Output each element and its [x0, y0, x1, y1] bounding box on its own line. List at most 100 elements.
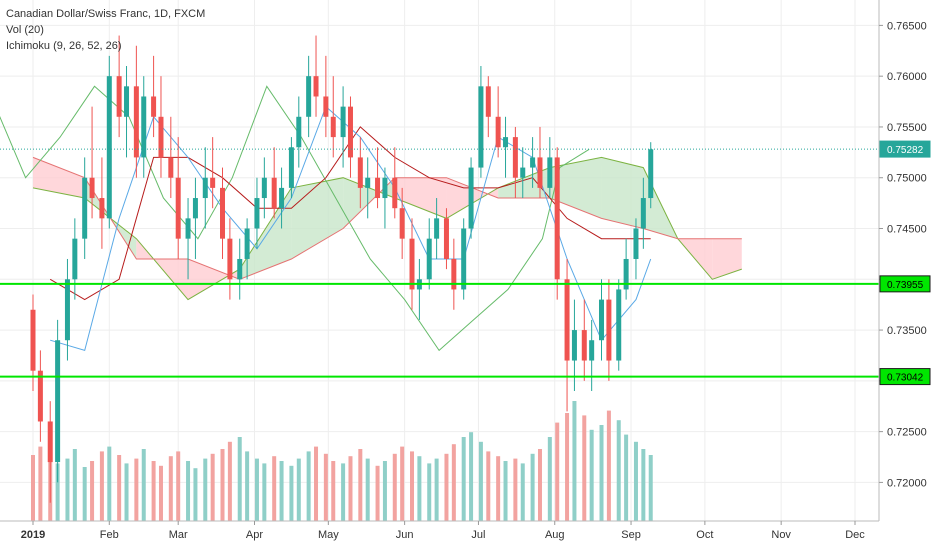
x-tick-label: 2019	[21, 529, 45, 541]
candle-body	[82, 177, 88, 239]
price-tag-label: 0.73955	[887, 280, 924, 291]
legend-title: Canadian Dollar/Swiss Franc, 1D, FXCM	[6, 8, 206, 20]
ichimoku-kijun-line	[49, 126, 651, 301]
candle-body	[547, 157, 553, 188]
candle-body	[192, 198, 198, 219]
y-tick-label: 0.72500	[887, 427, 927, 439]
candle-body	[616, 289, 622, 361]
volume-bar	[289, 465, 294, 521]
candle-body	[202, 177, 208, 199]
volume-bar	[461, 437, 466, 521]
volume-bar	[410, 451, 415, 521]
candle-body	[330, 116, 336, 138]
volume-bar	[400, 446, 405, 521]
candle-body	[158, 116, 164, 158]
ichimoku-cloud-segment	[498, 167, 550, 199]
candle-body	[30, 309, 36, 371]
volume-bar	[520, 463, 525, 521]
volume-bar	[648, 455, 653, 521]
candle-body	[133, 86, 139, 158]
volume-bar	[451, 444, 456, 521]
candle-body	[357, 157, 363, 188]
volume-bar	[193, 468, 198, 521]
ichimoku-span-a-line	[32, 156, 742, 301]
x-tick-label: Jul	[471, 529, 485, 541]
volume-bar	[237, 437, 242, 521]
ichimoku-cloud-segment	[601, 157, 644, 229]
volume-bar	[641, 449, 646, 521]
candle-body	[478, 86, 484, 168]
volume-bar	[624, 434, 629, 521]
volume-bar	[279, 461, 284, 521]
volume-bar	[254, 458, 259, 521]
volume-bar	[358, 449, 363, 521]
x-tick-label: Apr	[246, 529, 263, 541]
x-tick-label: Feb	[100, 529, 119, 541]
volume-bar	[348, 456, 353, 521]
ichimoku-cloud-segment	[394, 177, 447, 219]
volume-bar	[633, 441, 638, 521]
candle-body	[443, 218, 449, 259]
candle-body	[648, 149, 654, 199]
volume-bar	[606, 410, 611, 521]
volume-bar	[341, 463, 346, 521]
candle-body	[64, 279, 70, 341]
legend-ichimoku: Ichimoku (9, 26, 52, 26)	[6, 40, 122, 52]
volume-bar	[375, 465, 380, 521]
volume-bar	[82, 467, 87, 521]
candle-body	[55, 340, 61, 463]
volume-bar	[555, 422, 560, 521]
volume-bar	[220, 449, 225, 521]
candle-body	[261, 177, 267, 199]
volume-bar	[306, 451, 311, 521]
candle-body	[606, 299, 612, 361]
volume-bar	[107, 446, 112, 521]
candle-body	[124, 86, 130, 117]
y-tick-label: 0.75500	[887, 122, 927, 134]
y-tick-label: 0.75000	[887, 173, 927, 185]
candle-body	[89, 177, 95, 199]
candle-body	[313, 76, 319, 97]
volume-bar	[513, 458, 518, 521]
candle-body	[288, 147, 294, 188]
candle-body	[512, 137, 518, 178]
candle-body	[623, 258, 629, 290]
candle-body	[141, 96, 147, 158]
candle-body	[237, 258, 243, 280]
y-tick-label: 0.74500	[887, 224, 927, 236]
candle-body	[382, 177, 388, 199]
candle-body	[451, 258, 457, 290]
ichimoku-lagging-line	[0, 85, 590, 352]
volume-bar	[99, 451, 104, 521]
ichimoku-cloud-segment	[188, 258, 240, 300]
x-tick-label: Nov	[771, 529, 791, 541]
candle-body	[581, 330, 587, 361]
candle-body	[399, 208, 405, 239]
volume-bar	[496, 456, 501, 521]
volume-bar	[186, 461, 191, 521]
candle-body	[254, 198, 260, 229]
ichimoku-cloud-segment	[239, 187, 292, 280]
candle-body	[279, 187, 285, 209]
volume-bar	[427, 463, 432, 521]
volume-bar	[478, 441, 483, 521]
x-tick-label: Mar	[169, 529, 188, 541]
volume-bar	[141, 449, 146, 521]
candle-body	[589, 340, 595, 361]
x-tick-label: Dec	[845, 529, 865, 541]
candle-body	[392, 177, 398, 209]
y-tick-label: 0.73500	[887, 325, 927, 337]
candle-body	[220, 187, 226, 239]
price-tag-label: 0.73042	[887, 373, 924, 384]
x-tick-label: May	[318, 529, 339, 541]
volume-bar	[90, 461, 95, 521]
candle-body	[461, 228, 467, 290]
price-tag-box	[879, 368, 931, 386]
ichimoku-cloud-segment	[33, 157, 85, 199]
volume-bar	[38, 446, 43, 521]
volume-bar	[158, 465, 163, 521]
candle-body	[271, 177, 277, 209]
volume-bar	[65, 458, 70, 521]
